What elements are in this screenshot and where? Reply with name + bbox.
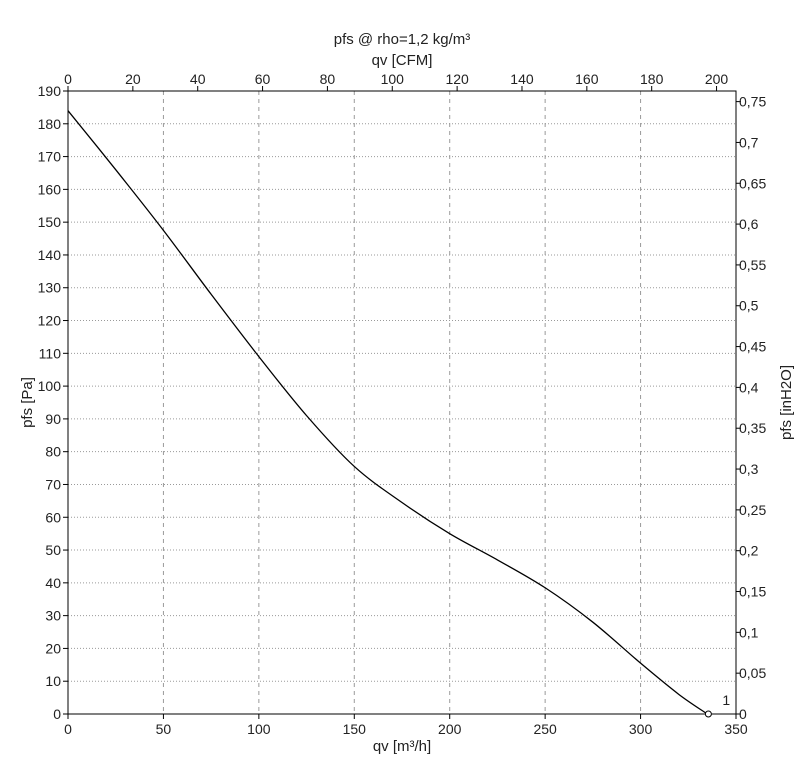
y-right-tick-label: 0,6 — [739, 216, 759, 232]
y-left-tick-label: 180 — [38, 116, 62, 132]
x-bottom-tick-label: 50 — [156, 721, 172, 737]
y-right-tick-label: 0,65 — [739, 175, 766, 191]
series-line — [67, 110, 708, 715]
plot-frame — [67, 90, 737, 715]
y-right-tick-label: 0,05 — [739, 665, 766, 681]
y-right-tick-label: 0,55 — [739, 257, 766, 273]
grid-lines — [68, 91, 736, 714]
x-bottom-tick-label: 150 — [343, 721, 367, 737]
x-bottom-tick-label: 300 — [629, 721, 653, 737]
y-left-tick-label: 130 — [38, 280, 62, 296]
x-top-tick-label: 100 — [381, 71, 405, 87]
chart-title: pfs @ rho=1,2 kg/m³ — [334, 31, 471, 48]
y-right-tick-label: 0,4 — [739, 379, 759, 395]
x-top-tick-label: 180 — [640, 71, 664, 87]
x-bottom-tick-label: 0 — [64, 721, 72, 737]
x-top-tick-label: 120 — [445, 71, 469, 87]
x-top-tick-label: 160 — [575, 71, 599, 87]
y-right-tick-label: 0,3 — [739, 461, 759, 477]
y-right-tick-label: 0,35 — [739, 420, 766, 436]
y-left-tick-label: 70 — [45, 476, 61, 492]
y-left-tick-label: 50 — [45, 542, 61, 558]
y-left-tick-label: 10 — [45, 673, 61, 689]
x-bottom-tick-label: 250 — [533, 721, 557, 737]
y-left-tick-label: 90 — [45, 411, 61, 427]
y-left-tick-label: 20 — [45, 640, 61, 656]
y-right-tick-label: 0,1 — [739, 624, 759, 640]
y-right-tick-label: 0 — [739, 706, 747, 722]
y-right-tick-label: 0,2 — [739, 543, 759, 559]
y-left-tick-label: 60 — [45, 509, 61, 525]
axis-ticks: 0 50 100 150 200 250 300 3500102030405060708090… — [38, 71, 767, 737]
x-top-tick-label: 200 — [705, 71, 729, 87]
x-top-tick-label: 80 — [320, 71, 336, 87]
y-left-tick-label: 30 — [45, 608, 61, 624]
x-bottom-tick-label: 350 — [724, 721, 748, 737]
series-end-marker — [704, 710, 712, 718]
y-left-tick-label: 150 — [38, 214, 62, 230]
y-right-tick-label: 0,45 — [739, 339, 766, 355]
y-right-tick-label: 0,15 — [739, 584, 766, 600]
x-top-tick-label: 0 — [64, 71, 72, 87]
x-top-tick-label: 60 — [255, 71, 271, 87]
y-right-tick-label: 0,75 — [739, 94, 766, 110]
y-left-tick-label: 170 — [38, 149, 62, 165]
y-left-tick-label: 0 — [53, 706, 61, 722]
y-left-tick-label: 190 — [38, 83, 62, 99]
x-bottom-tick-label: 100 — [247, 721, 271, 737]
x-top-axis-title: qv [CFM] — [372, 52, 433, 69]
x-top-tick-label: 20 — [125, 71, 141, 87]
y-left-tick-label: 110 — [39, 345, 62, 361]
y-left-tick-label: 160 — [38, 181, 62, 197]
y-left-tick-label: 80 — [45, 444, 61, 460]
y-left-axis-title: pfs [Pa] — [19, 377, 36, 428]
y-left-tick-label: 140 — [38, 247, 62, 263]
x-top-tick-label: 140 — [510, 71, 534, 87]
y-left-tick-label: 120 — [38, 313, 62, 329]
y-right-tick-label: 0,7 — [739, 134, 759, 150]
series-label: 1 — [722, 692, 730, 708]
x-bottom-tick-label: 200 — [438, 721, 462, 737]
x-top-tick-label: 40 — [190, 71, 206, 87]
y-right-tick-label: 0,5 — [739, 298, 759, 314]
y-left-tick-label: 100 — [38, 378, 62, 394]
y-right-axis-title: pfs [inH2O] — [778, 365, 795, 440]
series-layer: 1 — [67, 110, 730, 718]
x-bottom-axis-title: qv [m³/h] — [373, 738, 431, 755]
y-right-tick-label: 0,25 — [739, 502, 766, 518]
y-left-tick-label: 40 — [45, 575, 61, 591]
